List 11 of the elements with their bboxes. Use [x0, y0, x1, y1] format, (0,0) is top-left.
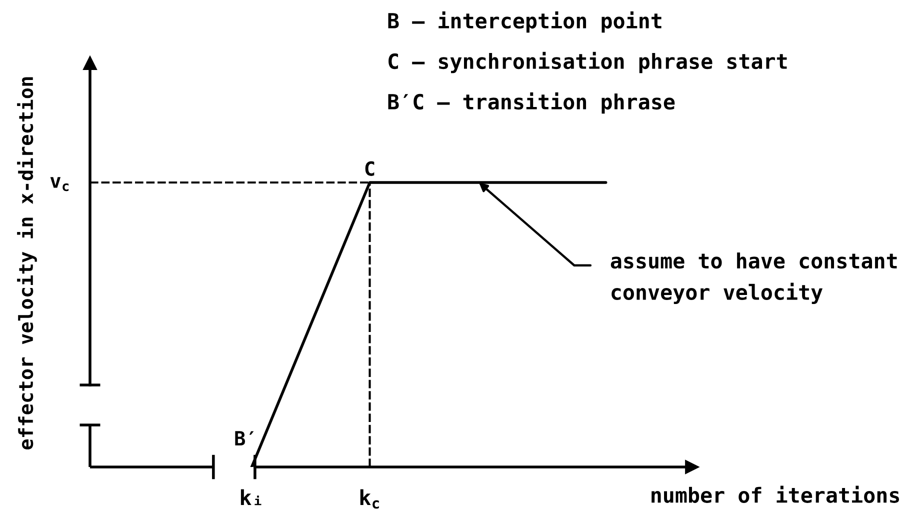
ref-line-label: v$_{c}$: [50, 177, 69, 192]
text: B′C – transition phrase: [388, 92, 675, 114]
text: C – synchronisation phrase start: [388, 52, 787, 74]
annotation: assume to have constant conveyor velocity: [610, 252, 897, 304]
annotation: B′: [235, 431, 254, 446]
x-axis-title: number of iterations: [652, 486, 900, 503]
x-tick-label: kᵢ: [240, 489, 262, 506]
text: B – interception point: [388, 11, 662, 33]
x-tick-label: k$_{c}$: [360, 489, 379, 509]
annotation: C: [365, 161, 374, 176]
text: effector velocity in x-direction: [17, 77, 37, 450]
